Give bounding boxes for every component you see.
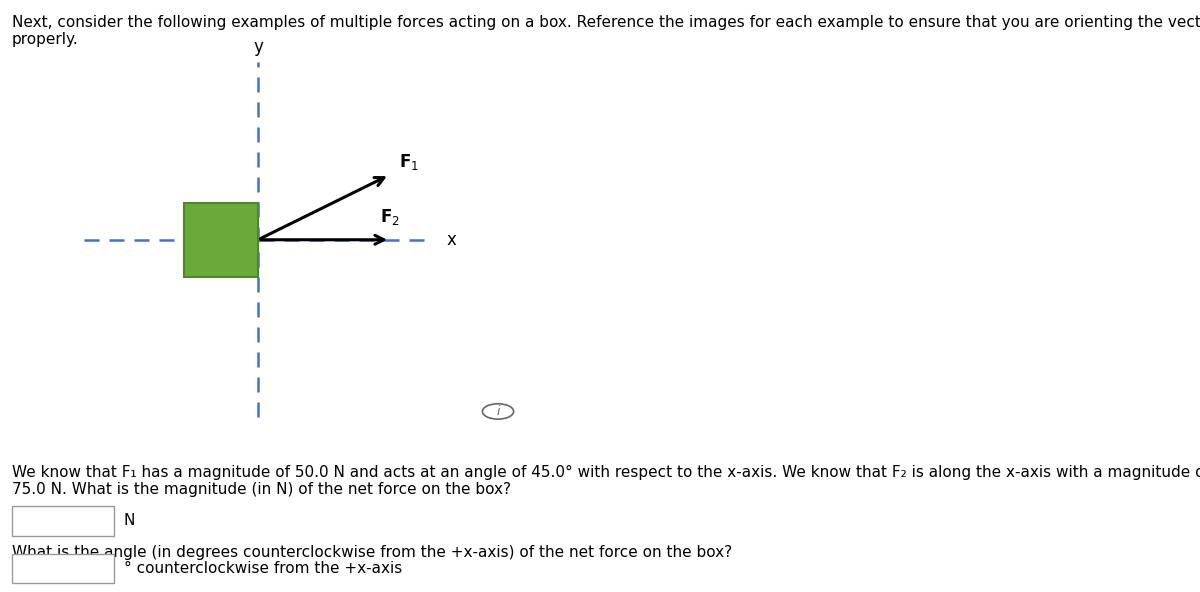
FancyBboxPatch shape	[12, 506, 114, 536]
Text: Next, consider the following examples of multiple forces acting on a box. Refere: Next, consider the following examples of…	[12, 15, 1200, 47]
Text: ° counterclockwise from the +x-axis: ° counterclockwise from the +x-axis	[124, 561, 402, 576]
Text: What is the angle (in degrees counterclockwise from the +x-axis) of the net forc: What is the angle (in degrees counterclo…	[12, 545, 732, 559]
Text: x: x	[446, 231, 456, 249]
Text: i: i	[497, 405, 499, 418]
Text: F$_1$: F$_1$	[400, 152, 419, 172]
FancyBboxPatch shape	[12, 554, 114, 583]
Text: We know that F₁ has a magnitude of 50.0 N and acts at an angle of 45.0° with res: We know that F₁ has a magnitude of 50.0 …	[12, 465, 1200, 497]
FancyBboxPatch shape	[184, 202, 258, 276]
Text: y: y	[253, 38, 263, 56]
Text: N: N	[124, 513, 134, 529]
Text: F$_2$: F$_2$	[380, 207, 400, 227]
